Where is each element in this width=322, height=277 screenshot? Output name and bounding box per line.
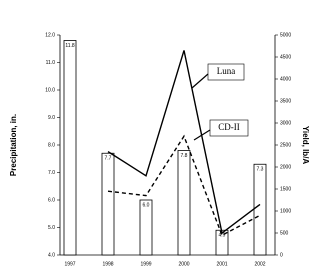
- x-tick-label: 2000: [178, 261, 189, 267]
- bar-label: 6.0: [143, 202, 150, 208]
- y-tick-label: 9.0: [48, 115, 55, 121]
- bar-label: 7.3: [257, 167, 264, 173]
- y2-tick-label: 5000: [280, 32, 291, 38]
- y-tick-label: 11.0: [46, 60, 56, 66]
- annotation-label: CD-II: [218, 122, 240, 132]
- y2-tick-label: 1500: [280, 186, 291, 192]
- y-tick-label: 8.0: [48, 142, 55, 148]
- y-axis-title: Precipitation, in.: [9, 114, 18, 176]
- line-series: [107, 134, 261, 237]
- y-tick-label: 7.0: [48, 170, 55, 176]
- bar: [101, 152, 115, 256]
- x-tick-label: 1998: [102, 261, 113, 267]
- y2-tick-label: 1000: [280, 208, 291, 214]
- y2-tick-label: 4000: [280, 76, 291, 82]
- y2-tick-label: 0: [280, 252, 283, 258]
- annotation-label: Luna: [217, 66, 236, 76]
- bar: [63, 40, 77, 256]
- x-tick-label: 1999: [140, 261, 151, 267]
- annotation-box: [209, 119, 249, 137]
- y2-tick-label: 3500: [280, 98, 291, 104]
- bar: [139, 199, 153, 256]
- annotation-arrow: [191, 73, 209, 89]
- y2-tick-label: 2500: [280, 142, 291, 148]
- y-tick-label: 12.0: [45, 32, 55, 38]
- y-tick-label: 10.0: [45, 87, 55, 93]
- y2-tick-label: 4500: [280, 54, 291, 60]
- bar-label: 7.8: [181, 153, 188, 159]
- y2-tick-label: 3000: [280, 120, 291, 126]
- bar-label: 4.9: [219, 233, 226, 239]
- y-tick-label: 6.0: [48, 197, 55, 203]
- y2-tick-label: 2000: [280, 164, 291, 170]
- x-tick-label: 2002: [254, 261, 265, 267]
- line-series: [107, 50, 261, 235]
- annotation-box: [207, 63, 245, 81]
- x-tick-label: 2001: [216, 261, 227, 267]
- bar: [177, 150, 191, 256]
- y2-axis-title: Yield, lb/A: [301, 126, 310, 165]
- y2-tick-label: 500: [280, 230, 289, 236]
- bar-label: 11.8: [65, 43, 75, 49]
- y-tick-label: 4.0: [48, 252, 55, 258]
- bar-label: 7.7: [105, 156, 112, 162]
- bar: [253, 163, 267, 256]
- x-tick-label: 1997: [64, 261, 75, 267]
- y-tick-label: 5.0: [48, 225, 55, 231]
